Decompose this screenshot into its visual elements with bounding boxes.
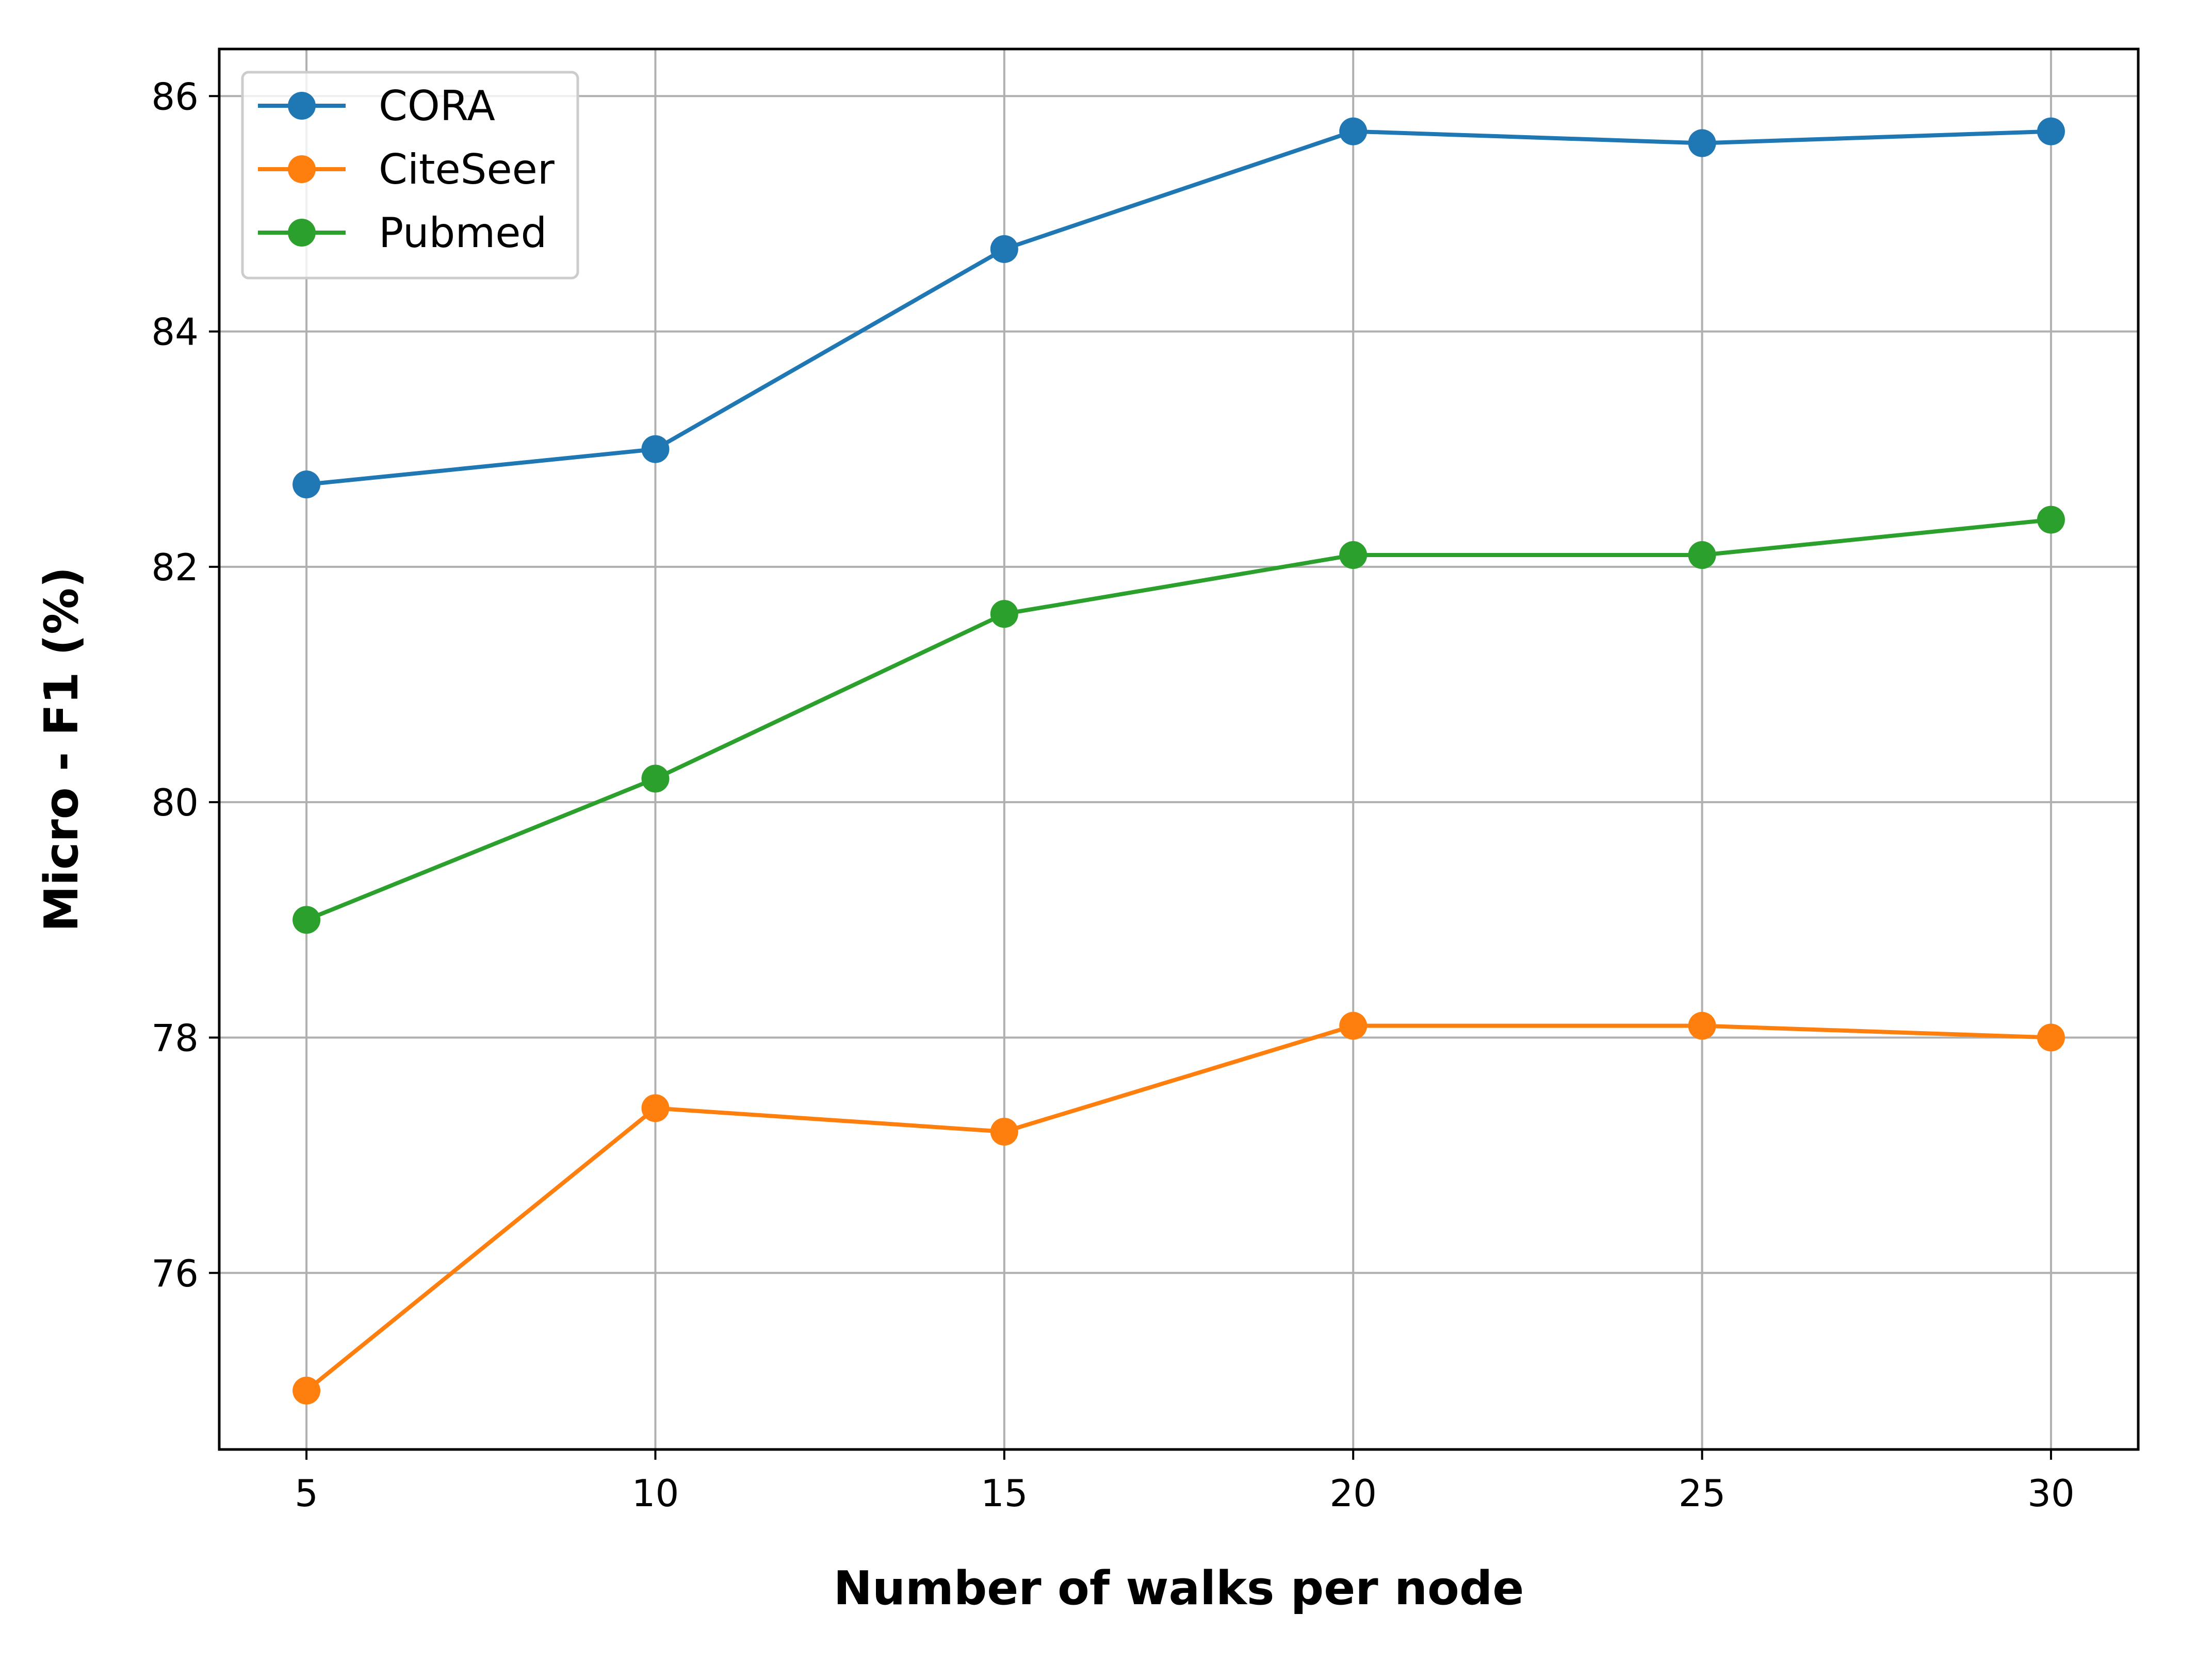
data-point-citeseer — [641, 1094, 670, 1122]
ticks: 5 10 15 20 25 30 76 78 80 82 84 86 — [151, 75, 2074, 1515]
y-axis-title: Micro - F1 (%) — [35, 567, 89, 932]
x-tick-label: 15 — [981, 1472, 1028, 1515]
data-point-pubmed — [1339, 541, 1368, 569]
legend-label: Pubmed — [379, 209, 547, 257]
data-point-pubmed — [641, 764, 670, 793]
data-point-citeseer — [1339, 1012, 1368, 1040]
y-tick-label: 86 — [151, 75, 199, 118]
legend-label: CORA — [379, 82, 495, 130]
data-point-cora — [641, 435, 670, 463]
data-point-cora — [292, 470, 321, 499]
series-citeseer — [292, 1012, 2065, 1405]
series-pubmed — [292, 506, 2065, 934]
x-tick-label: 30 — [2027, 1472, 2075, 1515]
data-point-cora — [990, 235, 1018, 263]
data-point-pubmed — [1688, 541, 1716, 569]
x-tick-label: 25 — [1679, 1472, 1726, 1515]
legend-swatch-marker — [288, 155, 316, 183]
legend-swatch-marker — [288, 219, 316, 247]
series-layer — [292, 117, 2065, 1405]
legend-box — [241, 71, 579, 280]
series-line-cora — [304, 129, 2053, 487]
legend-swatch-marker — [288, 92, 316, 120]
legend-item: CORA — [258, 82, 495, 130]
legend-item: Pubmed — [258, 209, 547, 257]
series-line-citeseer — [304, 1023, 2053, 1393]
grid — [219, 49, 2138, 1449]
legend-item: CiteSeer — [258, 145, 555, 193]
legend-label: CiteSeer — [379, 145, 555, 193]
y-tick-label: 76 — [151, 1252, 199, 1295]
x-tick-label: 10 — [632, 1472, 679, 1515]
data-point-citeseer — [292, 1376, 321, 1405]
series-line-pubmed — [304, 517, 2053, 922]
data-point-pubmed — [2037, 506, 2065, 534]
data-point-pubmed — [990, 600, 1018, 628]
legend-entries: CORA CiteSeer Pubmed — [258, 82, 555, 257]
y-tick-label: 82 — [151, 546, 199, 589]
data-point-cora — [2037, 117, 2065, 145]
plot-frame — [218, 47, 2140, 1451]
data-point-citeseer — [1688, 1012, 1716, 1040]
series-cora — [292, 117, 2065, 499]
x-axis-title: Number of walks per node — [834, 1561, 1524, 1616]
data-point-citeseer — [990, 1117, 1018, 1146]
y-tick-label: 78 — [151, 1016, 199, 1059]
y-tick-label: 84 — [151, 311, 199, 354]
data-point-citeseer — [2037, 1023, 2065, 1052]
y-tick-label: 80 — [151, 781, 199, 824]
x-tick-label: 20 — [1329, 1472, 1377, 1515]
data-point-pubmed — [292, 906, 321, 934]
legend: CORA CiteSeer Pubmed — [241, 71, 579, 280]
data-point-cora — [1688, 129, 1716, 157]
data-point-cora — [1339, 117, 1368, 145]
x-tick-label: 5 — [295, 1472, 318, 1515]
